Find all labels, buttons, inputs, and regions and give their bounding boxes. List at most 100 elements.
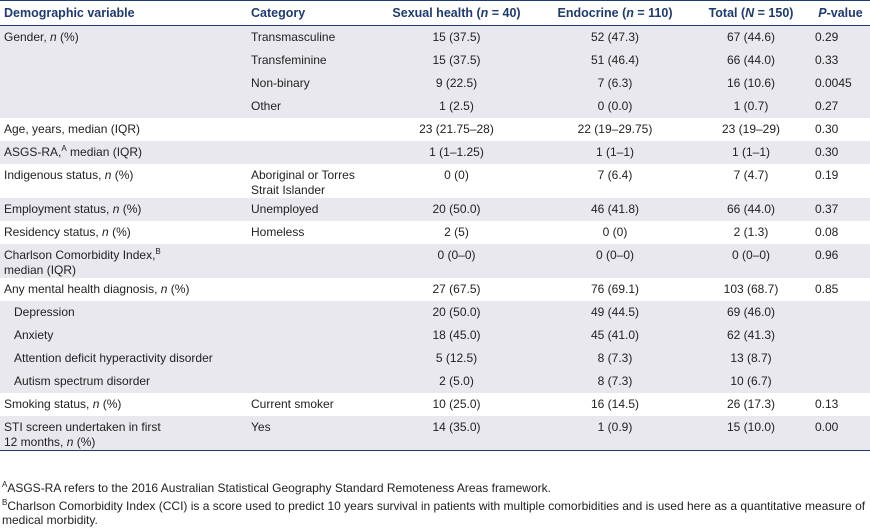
endocrine-cell: 8 (7.3)	[539, 370, 691, 393]
category-cell	[247, 347, 374, 370]
sexual-health-cell: 1 (2.5)	[374, 95, 539, 118]
table-row: Smoking status, n (%) Current smoker 10 …	[0, 393, 870, 416]
endocrine-cell: 76 (69.1)	[590, 282, 640, 296]
sexual-health-cell: 20 (50.0)	[374, 198, 539, 221]
endocrine-cell: 8 (7.3)	[539, 347, 691, 370]
sexual-health-cell: 20 (50.0)	[374, 301, 539, 324]
endocrine-cell: 49 (44.5)	[539, 301, 691, 324]
variable-cell	[0, 95, 247, 118]
table-row: Depression 20 (50.0) 49 (44.5) 69 (46.0)	[0, 301, 870, 324]
total-cell: 2 (1.3)	[733, 225, 769, 239]
total-cell: 62 (41.3)	[691, 324, 811, 347]
variable-cell: Indigenous status, n (%)	[4, 168, 134, 182]
table-row: Age, years, median (IQR) 23 (21.75–28) 2…	[0, 118, 870, 141]
p-value-cell	[811, 370, 870, 393]
header-total: Total (N = 150)	[691, 0, 811, 26]
sexual-health-cell: 10 (25.0)	[432, 397, 481, 411]
table-row: Any mental health diagnosis, n (%) 27 (6…	[0, 278, 870, 301]
variable-cell: Residency status, n (%)	[4, 225, 131, 239]
table-row: Other 1 (2.5) 0 (0.0) 1 (0.7) 0.27	[0, 95, 870, 118]
footnote-b-text: Charlson Comorbidity Index (CCI) is a sc…	[2, 499, 866, 527]
sexual-health-cell: 0 (0–0)	[374, 244, 539, 278]
table-row: ASGS-RA,A median (IQR) 1 (1–1.25) 1 (1–1…	[0, 141, 870, 164]
variable-cell: ASGS-RA,A median (IQR)	[0, 141, 247, 164]
table-header-row: Demographic variable Category Sexual hea…	[0, 0, 870, 26]
endocrine-cell: 52 (47.3)	[539, 25, 691, 49]
category-cell: Transmasculine	[247, 25, 374, 49]
p-value-cell: 0.0045	[811, 72, 870, 95]
category-cell: Transfeminine	[247, 49, 374, 72]
category-cell	[247, 324, 374, 347]
total-cell: 103 (68.7)	[723, 282, 779, 296]
variable-cell: Anxiety	[0, 324, 247, 347]
sexual-health-cell: 15 (37.5)	[374, 49, 539, 72]
total-cell: 15 (10.0)	[691, 416, 811, 451]
total-cell: 69 (46.0)	[691, 301, 811, 324]
category-cell: Unemployed	[247, 198, 374, 221]
header-p-value: P-value	[811, 0, 870, 26]
total-cell: 66 (44.0)	[691, 49, 811, 72]
table-row: Charlson Comorbidity Index,B median (IQR)…	[0, 244, 870, 278]
endocrine-cell: 1 (0.9)	[539, 416, 691, 451]
header-sexual-health: Sexual health (n = 40)	[374, 0, 539, 26]
sexual-health-cell: 9 (22.5)	[374, 72, 539, 95]
variable-cell: Smoking status, n (%)	[4, 397, 122, 411]
footnote-b-marker: B	[2, 498, 8, 507]
endocrine-cell: 22 (19–29.75)	[577, 122, 653, 136]
table-row: Autism spectrum disorder 2 (5.0) 8 (7.3)…	[0, 370, 870, 393]
variable-cell	[0, 49, 247, 72]
category-cell: Other	[247, 95, 374, 118]
category-cell: Homeless	[251, 225, 305, 239]
endocrine-cell: 16 (14.5)	[590, 397, 640, 411]
p-value-cell: 0.30	[811, 141, 870, 164]
total-cell: 16 (10.6)	[691, 72, 811, 95]
p-value-cell: 0.19	[815, 168, 839, 182]
variable-cell: Age, years, median (IQR)	[4, 122, 141, 136]
variable-cell: Any mental health diagnosis, n (%)	[4, 282, 190, 296]
sexual-health-cell: 5 (12.5)	[374, 347, 539, 370]
total-cell: 10 (6.7)	[691, 370, 811, 393]
table-row: Employment status, n (%) Unemployed 20 (…	[0, 198, 870, 221]
endocrine-cell: 7 (6.3)	[539, 72, 691, 95]
variable-cell: Charlson Comorbidity Index,B median (IQR)	[0, 244, 247, 278]
p-value-cell	[811, 347, 870, 370]
sexual-health-cell: 23 (21.75–28)	[419, 122, 494, 136]
endocrine-cell: 51 (46.4)	[539, 49, 691, 72]
variable-cell	[0, 72, 247, 95]
endocrine-cell: 1 (1–1)	[539, 141, 691, 164]
table-row: Anxiety 18 (45.0) 45 (41.0) 62 (41.3)	[0, 324, 870, 347]
total-cell: 1 (1–1)	[691, 141, 811, 164]
footnote-a: AASGS-RA refers to the 2016 Australian S…	[0, 481, 870, 496]
header-category: Category	[247, 0, 374, 26]
p-value-cell: 0.33	[811, 49, 870, 72]
category-cell	[247, 301, 374, 324]
p-value-cell: 0.29	[811, 25, 870, 49]
variable-cell: Attention deficit hyperactivity disorder	[0, 347, 247, 370]
endocrine-cell: 46 (41.8)	[539, 198, 691, 221]
category-cell: Aboriginal or Torres Strait Islander	[251, 168, 355, 197]
variable-cell: Autism spectrum disorder	[0, 370, 247, 393]
demographics-table: Demographic variable Category Sexual hea…	[0, 0, 870, 451]
endocrine-cell: 0 (0–0)	[539, 244, 691, 278]
p-value-cell: 0.96	[811, 244, 870, 278]
endocrine-cell: 7 (6.4)	[597, 168, 633, 182]
variable-cell: Gender, n (%)	[0, 25, 247, 49]
category-cell	[247, 244, 374, 278]
table-row: Non-binary 9 (22.5) 7 (6.3) 16 (10.6) 0.…	[0, 72, 870, 95]
category-cell: Non-binary	[247, 72, 374, 95]
table-row: Transfeminine 15 (37.5) 51 (46.4) 66 (44…	[0, 49, 870, 72]
category-cell	[247, 370, 374, 393]
category-cell	[247, 141, 374, 164]
p-value-cell	[811, 324, 870, 347]
sexual-health-cell: 27 (67.5)	[432, 282, 481, 296]
sexual-health-cell: 0 (0)	[444, 168, 469, 182]
variable-cell: Depression	[0, 301, 247, 324]
category-cell: Yes	[247, 416, 374, 451]
sexual-health-cell: 1 (1–1.25)	[374, 141, 539, 164]
category-cell	[247, 278, 374, 301]
table-row: STI screen undertaken in first 12 months,…	[0, 416, 870, 451]
sexual-health-cell: 2 (5.0)	[374, 370, 539, 393]
table-row: Residency status, n (%) Homeless 2 (5) 0…	[0, 221, 870, 244]
sexual-health-cell: 15 (37.5)	[374, 25, 539, 49]
